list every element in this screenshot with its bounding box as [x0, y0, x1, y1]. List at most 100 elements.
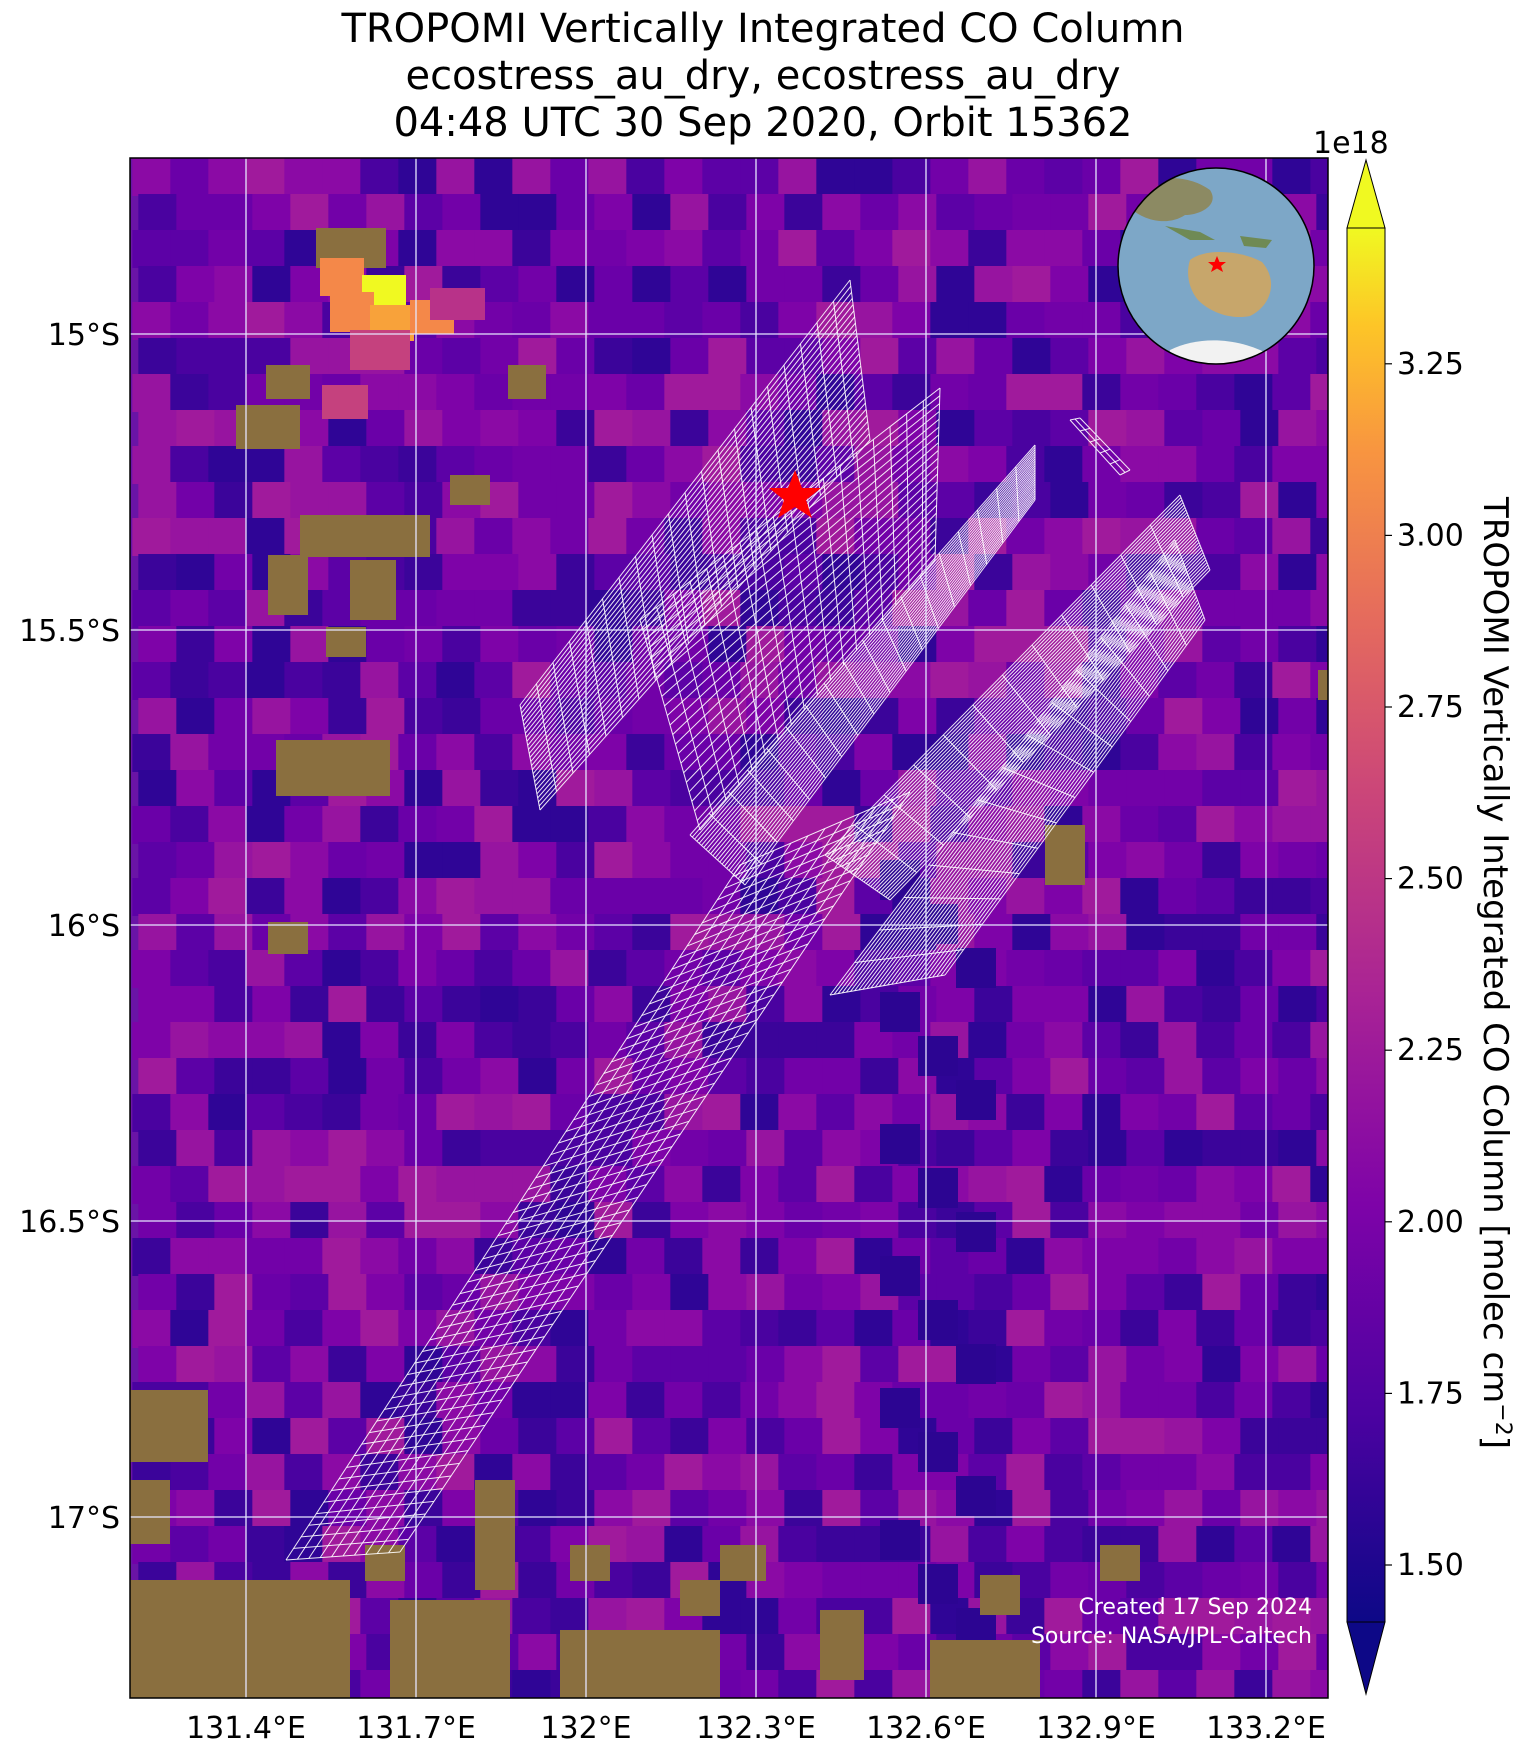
co-pixel [632, 914, 673, 952]
footprint-line [527, 341, 859, 746]
co-pixel [322, 1310, 363, 1348]
footprint-line [828, 499, 1183, 859]
co-pixel [1310, 878, 1328, 916]
footprint-line [866, 565, 1186, 989]
co-pixel [1202, 1058, 1243, 1096]
footprint-line [399, 1361, 528, 1387]
co-pixel [132, 1094, 173, 1132]
co-pixel [366, 842, 407, 880]
co-pixel [176, 1346, 217, 1384]
co-pixel [1044, 1022, 1085, 1060]
footprint-line [870, 568, 1187, 989]
co-pixel [632, 338, 673, 376]
lat-tick-label: 16°S [48, 909, 120, 944]
co-pixel [442, 1130, 483, 1168]
colorbar-tick-label: 2.75 [1397, 690, 1464, 725]
co-pixel [1240, 1562, 1281, 1600]
footprint-line [666, 465, 939, 716]
co-pixel [360, 950, 401, 988]
co-pixel [474, 1166, 515, 1204]
co-pixel [1088, 482, 1129, 520]
co-pixel [1164, 1274, 1205, 1312]
co-pixel [138, 482, 179, 520]
co-pixel [822, 914, 863, 952]
co-pixel [936, 266, 977, 304]
co-pixel [1316, 1562, 1328, 1600]
footprint-line [936, 613, 1204, 977]
co-pixel [778, 1454, 819, 1492]
co-pixel [1158, 446, 1199, 484]
footprint-line [850, 553, 1181, 992]
footprint-line [406, 1348, 537, 1376]
co-pixel [1310, 1454, 1328, 1492]
globe-indonesia [1165, 226, 1215, 240]
co-pixel [1272, 1094, 1313, 1132]
co-pixel [1202, 1490, 1243, 1528]
footprint-line [346, 1450, 469, 1468]
co-pixel [246, 1166, 287, 1204]
co-pixel [588, 1238, 629, 1276]
co-pixel [1234, 1238, 1275, 1276]
co-pixel [284, 806, 325, 844]
co-pixel [1310, 1094, 1328, 1132]
co-pixel [816, 734, 857, 772]
lon-tick-label: 131.4°E [186, 1711, 306, 1746]
co-pixel [632, 266, 673, 304]
footprint-line [680, 504, 937, 764]
co-pixel [360, 878, 401, 916]
co-pixel [1050, 338, 1091, 376]
co-pixel [854, 1454, 895, 1492]
co-pixel [328, 1058, 369, 1096]
co-pixel [138, 410, 179, 448]
co-pixel [594, 194, 635, 232]
co-pixel [670, 194, 711, 232]
co-pixel [1082, 374, 1123, 412]
co-pixel [670, 1490, 711, 1528]
co-pixel [1164, 698, 1205, 736]
co-pixel [322, 1238, 363, 1276]
co-pixel [1272, 1526, 1313, 1564]
co-pixel [442, 770, 483, 808]
co-pixel [746, 266, 787, 304]
co-pixel [246, 1022, 287, 1060]
co-pixel [170, 1310, 211, 1348]
co-pixel [404, 1562, 445, 1600]
footprint-line [437, 1298, 571, 1329]
footprint-line [524, 316, 856, 730]
co-pixel [1126, 1490, 1167, 1528]
co-pixel [708, 482, 749, 520]
co-pixel [784, 1634, 825, 1672]
co-pixel [784, 1418, 825, 1456]
co-pixel [1120, 950, 1161, 988]
co-pixel [328, 194, 369, 232]
co-pixel [974, 410, 1015, 448]
co-pixel [398, 806, 439, 844]
footprint-line [932, 611, 1203, 978]
co-pixel [404, 842, 445, 880]
co-pixel [1012, 914, 1053, 952]
co-pixel [214, 698, 255, 736]
co-pixel [1278, 626, 1319, 664]
co-pixel [246, 1310, 287, 1348]
co-pixel [1082, 1598, 1123, 1636]
co-pixel [746, 1418, 787, 1456]
co-pixel [474, 662, 515, 700]
co-pixel [328, 914, 369, 952]
footprint-line [703, 458, 1036, 848]
co-pixel [1082, 1670, 1123, 1698]
co-pixel [1012, 770, 1053, 808]
co-pixel [518, 1130, 559, 1168]
co-pixel [170, 1238, 211, 1276]
co-pixel [518, 266, 559, 304]
co-pixel [518, 1058, 559, 1096]
co-pixel [1044, 446, 1085, 484]
co-pixel [594, 1418, 635, 1456]
footprint-line [686, 880, 851, 947]
co-pixel [626, 878, 667, 916]
footprint-line [833, 504, 1185, 862]
footprint-line [730, 485, 1036, 873]
footprint-line [414, 1336, 545, 1364]
co-pixel [252, 266, 293, 304]
co-pixel [1126, 914, 1167, 952]
co-pixel [880, 992, 920, 1032]
